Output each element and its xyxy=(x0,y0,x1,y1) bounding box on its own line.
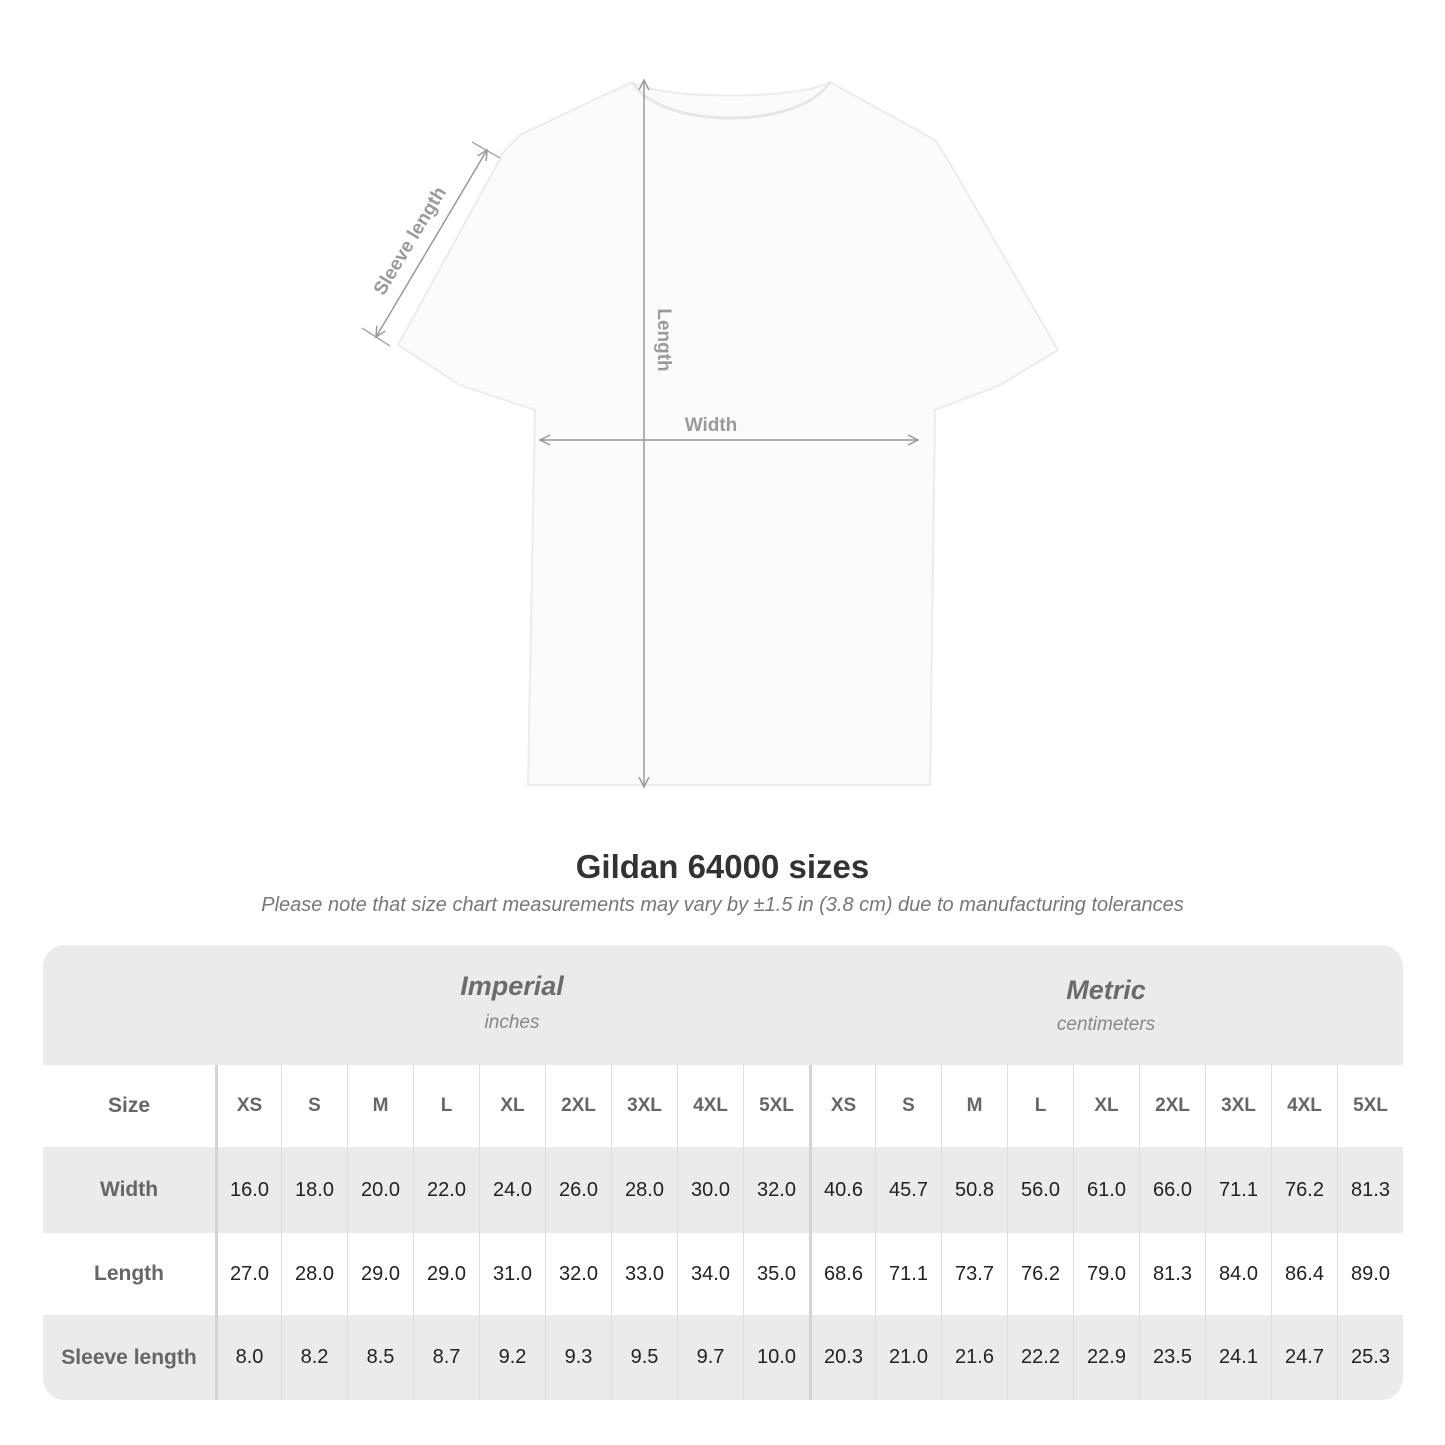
table-row: Width 16.0 18.0 20.0 22.0 24.0 26.0 28.0 30.0 32.… xyxy=(43,1147,1403,1233)
table-cell: 56.0 xyxy=(1007,1147,1073,1233)
table-cell: 21.0 xyxy=(875,1315,941,1400)
size-header-cell: 5XL xyxy=(1337,1065,1403,1147)
size-label: Size xyxy=(107,1094,151,1117)
size-header-cell: 3XL xyxy=(611,1065,677,1147)
table-cell: 24.0 xyxy=(479,1147,545,1233)
table-cell: 28.0 xyxy=(281,1233,347,1315)
tshirt-diagram: Sleeve length Length Width xyxy=(361,0,1060,840)
table-cell: 29.0 xyxy=(347,1233,413,1315)
table-cell: 73.7 xyxy=(941,1233,1007,1315)
table-cell: 66.0 xyxy=(1139,1147,1205,1233)
size-header-cell: XS xyxy=(809,1065,875,1147)
imperial-unit: inches xyxy=(484,1012,540,1033)
table-cell: 21.6 xyxy=(941,1315,1007,1400)
table-cell: 20.3 xyxy=(809,1315,875,1400)
table-cell: 22.2 xyxy=(1007,1315,1073,1400)
table-cell: 71.1 xyxy=(875,1233,941,1315)
table-cell: 8.0 xyxy=(215,1315,281,1400)
table-cell: 76.2 xyxy=(1007,1233,1073,1315)
table-cell: 32.0 xyxy=(743,1147,809,1233)
table-cell: 10.0 xyxy=(743,1315,809,1400)
size-header-cell: 2XL xyxy=(545,1065,611,1147)
table-cell: 29.0 xyxy=(413,1233,479,1315)
row-label: Sleeve length xyxy=(61,1345,197,1369)
table-cell: 9.2 xyxy=(479,1315,545,1400)
size-header-cell: L xyxy=(413,1065,479,1147)
table-cell: 71.1 xyxy=(1205,1147,1271,1233)
tshirt-shape xyxy=(396,80,1060,786)
sleeve-tick xyxy=(361,327,391,347)
table-cell: 32.0 xyxy=(545,1233,611,1315)
table-cell: 26.0 xyxy=(545,1147,611,1233)
chart-title: Gildan 64000 sizes xyxy=(575,848,870,885)
tolerance-note: Please note that size chart measurements… xyxy=(261,894,1184,916)
table-cell: 76.2 xyxy=(1271,1147,1337,1233)
size-header-cell: S xyxy=(281,1065,347,1147)
size-header-cell: 5XL xyxy=(743,1065,809,1147)
table-cell: 22.9 xyxy=(1073,1315,1139,1400)
imperial-label: Imperial xyxy=(460,971,564,1001)
length-label: Length xyxy=(653,308,674,371)
table-cell: 40.6 xyxy=(809,1147,875,1233)
table-cell: 50.8 xyxy=(941,1147,1007,1233)
size-header-cell: 4XL xyxy=(1271,1065,1337,1147)
table-cell: 9.7 xyxy=(677,1315,743,1400)
metric-header: Metric centimeters xyxy=(809,945,1403,1065)
width-label: Width xyxy=(685,415,738,436)
table-cell: 34.0 xyxy=(677,1233,743,1315)
table-cell: 89.0 xyxy=(1337,1233,1403,1315)
table-cell: 23.5 xyxy=(1139,1315,1205,1400)
table-cell: 68.6 xyxy=(809,1233,875,1315)
table-row: Length 27.0 28.0 29.0 29.0 31.0 32.0 33.0 34.0 35… xyxy=(43,1233,1403,1315)
table-cell: 25.3 xyxy=(1337,1315,1403,1400)
table-cell: 8.7 xyxy=(413,1315,479,1400)
sleeve-tick xyxy=(471,141,501,159)
size-table: Imperial inches Metric centimeters Size … xyxy=(43,945,1403,1400)
table-cell: 24.1 xyxy=(1205,1315,1271,1400)
table-cell: 79.0 xyxy=(1073,1233,1139,1315)
size-header-cell: XL xyxy=(1073,1065,1139,1147)
table-cell: 22.0 xyxy=(413,1147,479,1233)
metric-unit: centimeters xyxy=(1056,1014,1156,1035)
metric-label: Metric xyxy=(1066,975,1146,1005)
table-cell: 81.3 xyxy=(1139,1233,1205,1315)
table-cell: 9.3 xyxy=(545,1315,611,1400)
table-cell: 18.0 xyxy=(281,1147,347,1233)
table-row: Sleeve length 8.0 8.2 8.5 8.7 9.2 9.3 9.5 9.7 10.… xyxy=(43,1315,1403,1400)
table-cell: 61.0 xyxy=(1073,1147,1139,1233)
table-cell: 86.4 xyxy=(1271,1233,1337,1315)
size-header-cell: M xyxy=(941,1065,1007,1147)
table-cell: 8.2 xyxy=(281,1315,347,1400)
table-cell: 84.0 xyxy=(1205,1233,1271,1315)
size-header-cell: 2XL xyxy=(1139,1065,1205,1147)
table-cell: 28.0 xyxy=(611,1147,677,1233)
row-label: Width xyxy=(99,1178,159,1201)
table-cell: 35.0 xyxy=(743,1233,809,1315)
table-cell: 20.0 xyxy=(347,1147,413,1233)
table-cell: 30.0 xyxy=(677,1147,743,1233)
table-cell: 8.5 xyxy=(347,1315,413,1400)
size-header-cell: 3XL xyxy=(1205,1065,1271,1147)
table-cell: 24.7 xyxy=(1271,1315,1337,1400)
table-cell: 16.0 xyxy=(215,1147,281,1233)
table-cell: 33.0 xyxy=(611,1233,677,1315)
size-header-cell: XL xyxy=(479,1065,545,1147)
size-header-row: Size XS S M L XL 2XL 3XL 4XL 5XL XS S M L XL 2XL 3XL 4XL… xyxy=(43,1065,1403,1147)
size-header-cell: L xyxy=(1007,1065,1073,1147)
table-cell: 27.0 xyxy=(215,1233,281,1315)
size-header-cell: XS xyxy=(215,1065,281,1147)
table-cell: 9.5 xyxy=(611,1315,677,1400)
sleeve-arrow xyxy=(376,150,487,337)
imperial-header: Imperial inches xyxy=(215,945,809,1065)
size-header-cell: S xyxy=(875,1065,941,1147)
table-cell: 31.0 xyxy=(479,1233,545,1315)
size-header-cell: 4XL xyxy=(677,1065,743,1147)
table-cell: 81.3 xyxy=(1337,1147,1403,1233)
table-cell: 45.7 xyxy=(875,1147,941,1233)
row-label: Length xyxy=(94,1262,164,1285)
size-header-cell: M xyxy=(347,1065,413,1147)
